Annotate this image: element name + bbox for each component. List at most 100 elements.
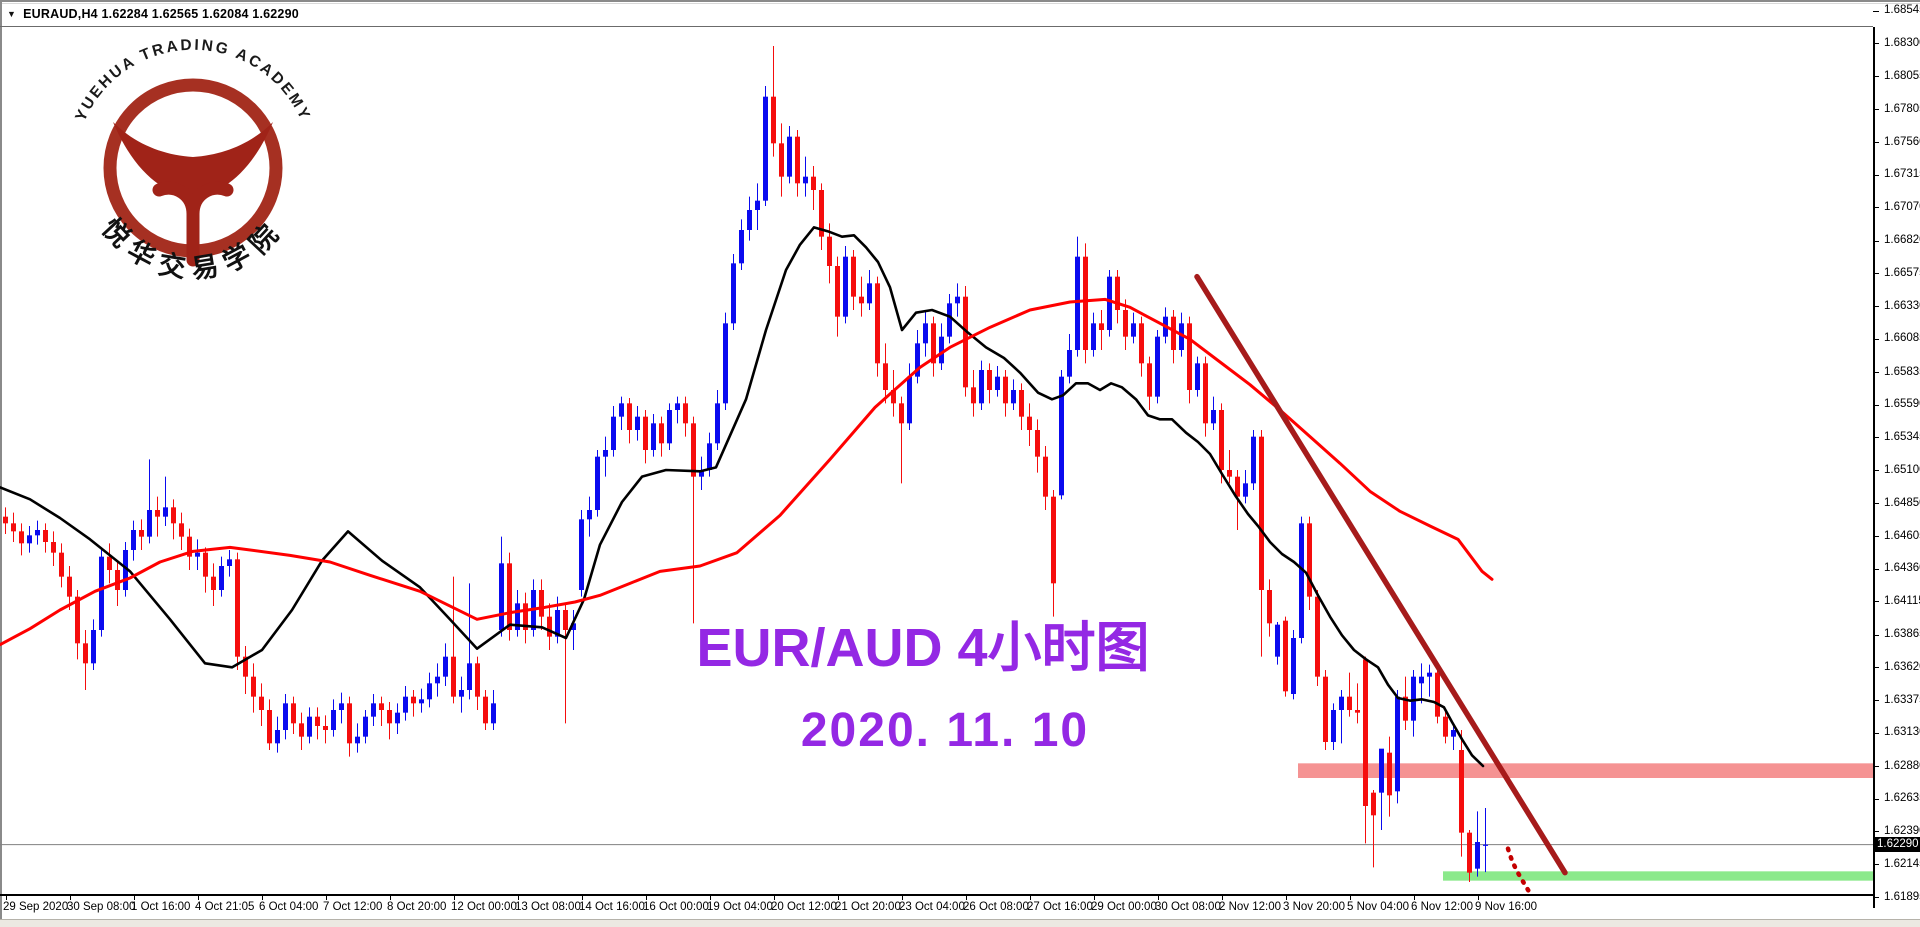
price-axis-label: 1.67070	[1884, 200, 1920, 213]
ma-slow-line	[0, 297, 1494, 647]
bear-candle	[1203, 363, 1208, 424]
bull-candle	[1379, 748, 1384, 793]
bull-candle	[1475, 842, 1480, 869]
price-axis-label: 1.62145	[1884, 857, 1920, 870]
bear-candle	[1099, 323, 1104, 330]
resistance-zone[interactable]	[1298, 763, 1873, 778]
bear-candle	[387, 710, 392, 724]
bull-candle	[915, 343, 920, 377]
support-zone[interactable]	[1443, 871, 1873, 881]
bull-candle	[763, 96, 768, 201]
bull-candle	[595, 456, 600, 510]
bull-candle	[467, 663, 472, 690]
bear-candle	[171, 507, 176, 524]
bear-candle	[1443, 716, 1448, 737]
price-axis-tick	[1873, 372, 1879, 373]
bear-candle	[931, 323, 936, 364]
window-bottom-edge	[0, 919, 1920, 927]
time-axis-label: 21 Oct 20:00	[835, 901, 901, 913]
bull-candle	[635, 416, 640, 430]
bear-candle	[1323, 676, 1328, 742]
price-axis-label: 1.67805	[1884, 102, 1920, 115]
price-axis-tick	[1873, 240, 1879, 242]
price-axis-label: 1.63865	[1884, 628, 1920, 641]
price-axis-tick	[1873, 700, 1879, 701]
bull-candle	[1291, 638, 1296, 694]
descending-trendline[interactable]	[1194, 273, 1568, 876]
price-axis-tick	[1873, 437, 1879, 439]
bear-candle	[411, 696, 416, 704]
bear-candle	[267, 710, 272, 744]
time-axis-tick	[326, 896, 327, 900]
bear-candle	[1043, 456, 1048, 497]
bull-candle	[1011, 390, 1016, 404]
bear-candle	[451, 656, 456, 697]
bull-candle	[907, 376, 912, 424]
bear-candle	[971, 387, 976, 404]
price-axis-tick	[1873, 897, 1879, 899]
bear-candle	[107, 556, 112, 570]
bull-candle	[939, 336, 944, 364]
bear-candle	[627, 403, 632, 430]
price-axis-label: 1.62390	[1884, 824, 1920, 837]
bear-candle	[115, 570, 120, 590]
bull-candle	[723, 323, 728, 404]
chart-canvas[interactable]	[0, 0, 1873, 896]
bull-candle	[1451, 730, 1456, 737]
time-axis-label: 6 Oct 04:00	[259, 901, 319, 913]
bull-candle	[491, 703, 496, 724]
annotation-title: EUR/AUD 4小时图	[696, 618, 1150, 678]
bear-candle	[51, 542, 56, 553]
time-axis-label: 9 Nov 16:00	[1475, 901, 1538, 913]
bull-candle	[459, 690, 464, 697]
chevron-down-icon[interactable]: ▼	[7, 9, 17, 19]
bear-candle	[83, 643, 88, 664]
window-top-border	[0, 0, 1920, 2]
bull-candle	[435, 676, 440, 684]
bull-candle	[27, 535, 32, 544]
price-axis-label: 1.65100	[1884, 463, 1920, 476]
bear-candle	[1363, 659, 1368, 806]
bull-candle	[363, 716, 368, 737]
price-axis-tick	[1873, 273, 1879, 275]
bear-candle	[347, 703, 352, 744]
price-axis-tick	[1873, 43, 1879, 45]
bull-candle	[1243, 483, 1248, 497]
bull-candle	[515, 603, 520, 630]
bull-candle	[1411, 676, 1416, 721]
bull-candle	[1395, 696, 1400, 792]
bear-candle	[1283, 620, 1288, 692]
bear-candle	[315, 716, 320, 726]
bear-candle	[1315, 596, 1320, 677]
time-axis-label: 19 Oct 04:00	[707, 901, 773, 913]
bull-candle	[1275, 624, 1280, 657]
bull-candle	[419, 699, 424, 704]
time-axis-tick	[646, 896, 647, 900]
logo-wings-shape	[113, 122, 273, 198]
bear-candle	[475, 663, 480, 697]
time-axis-label: 2 Nov 12:00	[1219, 901, 1282, 913]
bull-candle	[219, 566, 224, 590]
annotation-date: 2020. 11. 10	[800, 704, 1090, 757]
bull-candle	[227, 559, 232, 566]
bear-candle	[299, 723, 304, 737]
bull-candle	[571, 623, 576, 630]
bear-candle	[1403, 696, 1408, 721]
bear-candle	[139, 530, 144, 537]
bear-candle	[1027, 416, 1032, 430]
bull-candle	[803, 176, 808, 184]
price-axis-tick	[1873, 798, 1879, 800]
symbol-info-bar: ▼ EURAUD,H4 1.62284 1.62565 1.62084 1.622…	[7, 6, 299, 22]
bear-candle	[835, 266, 840, 317]
bull-candle	[1211, 410, 1216, 424]
price-axis-tick	[1873, 864, 1879, 865]
bull-candle	[1427, 672, 1432, 677]
time-axis-tick	[1478, 896, 1479, 900]
bear-candle	[1355, 710, 1360, 713]
price-axis-label: 1.68055	[1884, 69, 1920, 82]
bear-candle	[811, 176, 816, 190]
bull-candle	[1059, 376, 1064, 496]
bear-candle	[43, 530, 48, 542]
bear-candle	[859, 296, 864, 304]
